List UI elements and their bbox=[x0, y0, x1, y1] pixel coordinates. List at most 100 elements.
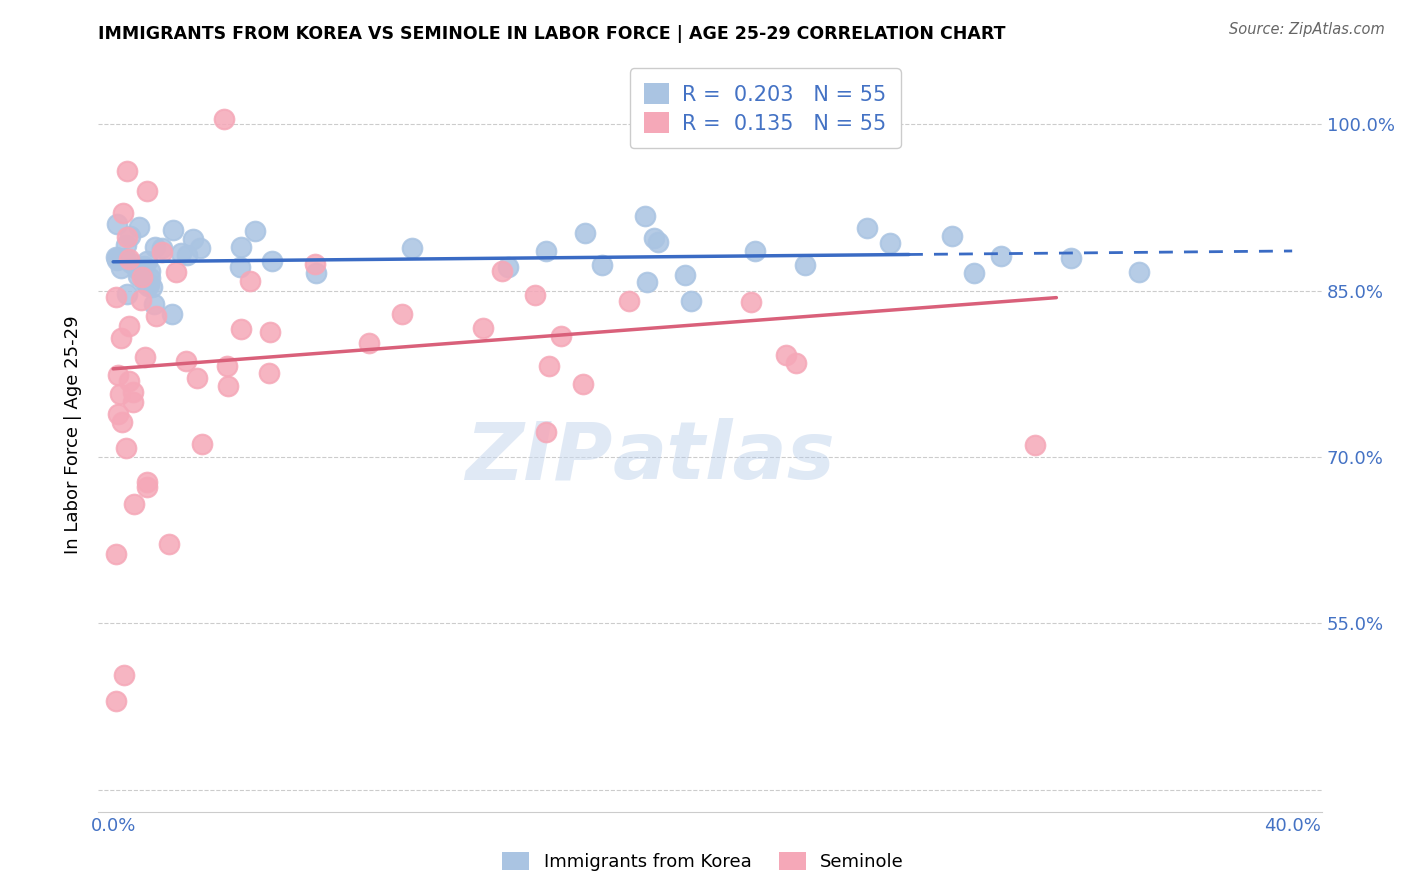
Point bbox=[128, 220, 150, 235]
Point bbox=[744, 244, 766, 259]
Point bbox=[681, 294, 703, 309]
Point bbox=[174, 353, 197, 368]
Point bbox=[107, 368, 129, 383]
Point bbox=[491, 264, 513, 278]
Point bbox=[391, 307, 413, 321]
Point bbox=[879, 236, 901, 251]
Point bbox=[105, 250, 128, 264]
Point bbox=[496, 260, 519, 274]
Point bbox=[617, 293, 640, 308]
Point bbox=[550, 329, 572, 343]
Point bbox=[160, 307, 183, 321]
Point bbox=[117, 229, 139, 244]
Point bbox=[572, 376, 595, 391]
Point bbox=[472, 320, 495, 334]
Point bbox=[134, 276, 156, 290]
Point bbox=[215, 359, 238, 373]
Text: IMMIGRANTS FROM KOREA VS SEMINOLE IN LABOR FORCE | AGE 25-29 CORRELATION CHART: IMMIGRANTS FROM KOREA VS SEMINOLE IN LAB… bbox=[98, 25, 1005, 43]
Point bbox=[122, 394, 145, 409]
Point bbox=[150, 241, 173, 255]
Point bbox=[131, 270, 153, 285]
Point bbox=[574, 226, 596, 240]
Point bbox=[105, 547, 128, 561]
Point bbox=[150, 245, 173, 260]
Point bbox=[107, 407, 129, 421]
Point bbox=[112, 667, 135, 681]
Point bbox=[127, 268, 149, 283]
Point bbox=[105, 694, 128, 708]
Text: ZIP: ZIP bbox=[465, 418, 612, 497]
Point bbox=[118, 229, 141, 244]
Point bbox=[145, 309, 167, 323]
Point bbox=[143, 297, 166, 311]
Point bbox=[105, 252, 128, 267]
Point bbox=[740, 295, 762, 310]
Point bbox=[963, 266, 986, 280]
Point bbox=[737, 112, 759, 126]
Point bbox=[186, 371, 208, 385]
Point bbox=[139, 270, 162, 285]
Point bbox=[111, 416, 134, 430]
Point bbox=[634, 209, 657, 223]
Point bbox=[524, 288, 547, 302]
Point bbox=[110, 260, 132, 275]
Point bbox=[229, 240, 252, 254]
Point bbox=[217, 379, 239, 393]
Point bbox=[105, 290, 128, 304]
Point bbox=[536, 425, 558, 440]
Point bbox=[188, 241, 211, 255]
Point bbox=[136, 279, 159, 293]
Point bbox=[115, 237, 138, 252]
Point bbox=[643, 231, 665, 245]
Point bbox=[136, 475, 159, 490]
Point bbox=[122, 384, 145, 399]
Point bbox=[105, 251, 128, 265]
Point bbox=[673, 268, 696, 283]
Point bbox=[162, 222, 184, 236]
Y-axis label: In Labor Force | Age 25-29: In Labor Force | Age 25-29 bbox=[65, 316, 83, 554]
Point bbox=[401, 241, 423, 255]
Point bbox=[1024, 437, 1046, 451]
Point bbox=[785, 356, 807, 370]
Point bbox=[170, 246, 193, 260]
Legend: R =  0.203   N = 55, R =  0.135   N = 55: R = 0.203 N = 55, R = 0.135 N = 55 bbox=[630, 69, 900, 148]
Point bbox=[110, 331, 132, 345]
Point bbox=[537, 359, 560, 373]
Point bbox=[122, 498, 145, 512]
Point bbox=[114, 251, 136, 265]
Point bbox=[243, 223, 266, 237]
Point bbox=[118, 318, 141, 333]
Point bbox=[176, 248, 198, 262]
Point bbox=[108, 386, 131, 401]
Point bbox=[143, 240, 166, 254]
Point bbox=[120, 256, 142, 270]
Point bbox=[135, 480, 157, 494]
Point bbox=[257, 366, 280, 380]
Point bbox=[127, 261, 149, 276]
Legend: Immigrants from Korea, Seminole: Immigrants from Korea, Seminole bbox=[495, 846, 911, 879]
Point bbox=[647, 235, 669, 250]
Point bbox=[129, 293, 152, 308]
Point bbox=[105, 217, 128, 231]
Point bbox=[134, 350, 156, 364]
Point bbox=[357, 335, 380, 350]
Point bbox=[239, 274, 262, 288]
Point bbox=[591, 258, 613, 272]
Point bbox=[262, 254, 284, 268]
Point bbox=[793, 258, 815, 272]
Point bbox=[534, 244, 557, 259]
Point bbox=[132, 259, 155, 273]
Point bbox=[112, 206, 135, 220]
Point bbox=[259, 325, 281, 339]
Point bbox=[118, 375, 141, 389]
Point bbox=[304, 266, 326, 280]
Point bbox=[138, 277, 160, 291]
Point bbox=[141, 280, 163, 294]
Point bbox=[1060, 251, 1083, 265]
Point bbox=[135, 254, 157, 268]
Point bbox=[115, 441, 138, 455]
Point bbox=[115, 163, 138, 178]
Point bbox=[165, 265, 187, 279]
Point bbox=[775, 348, 797, 362]
Point bbox=[115, 287, 138, 301]
